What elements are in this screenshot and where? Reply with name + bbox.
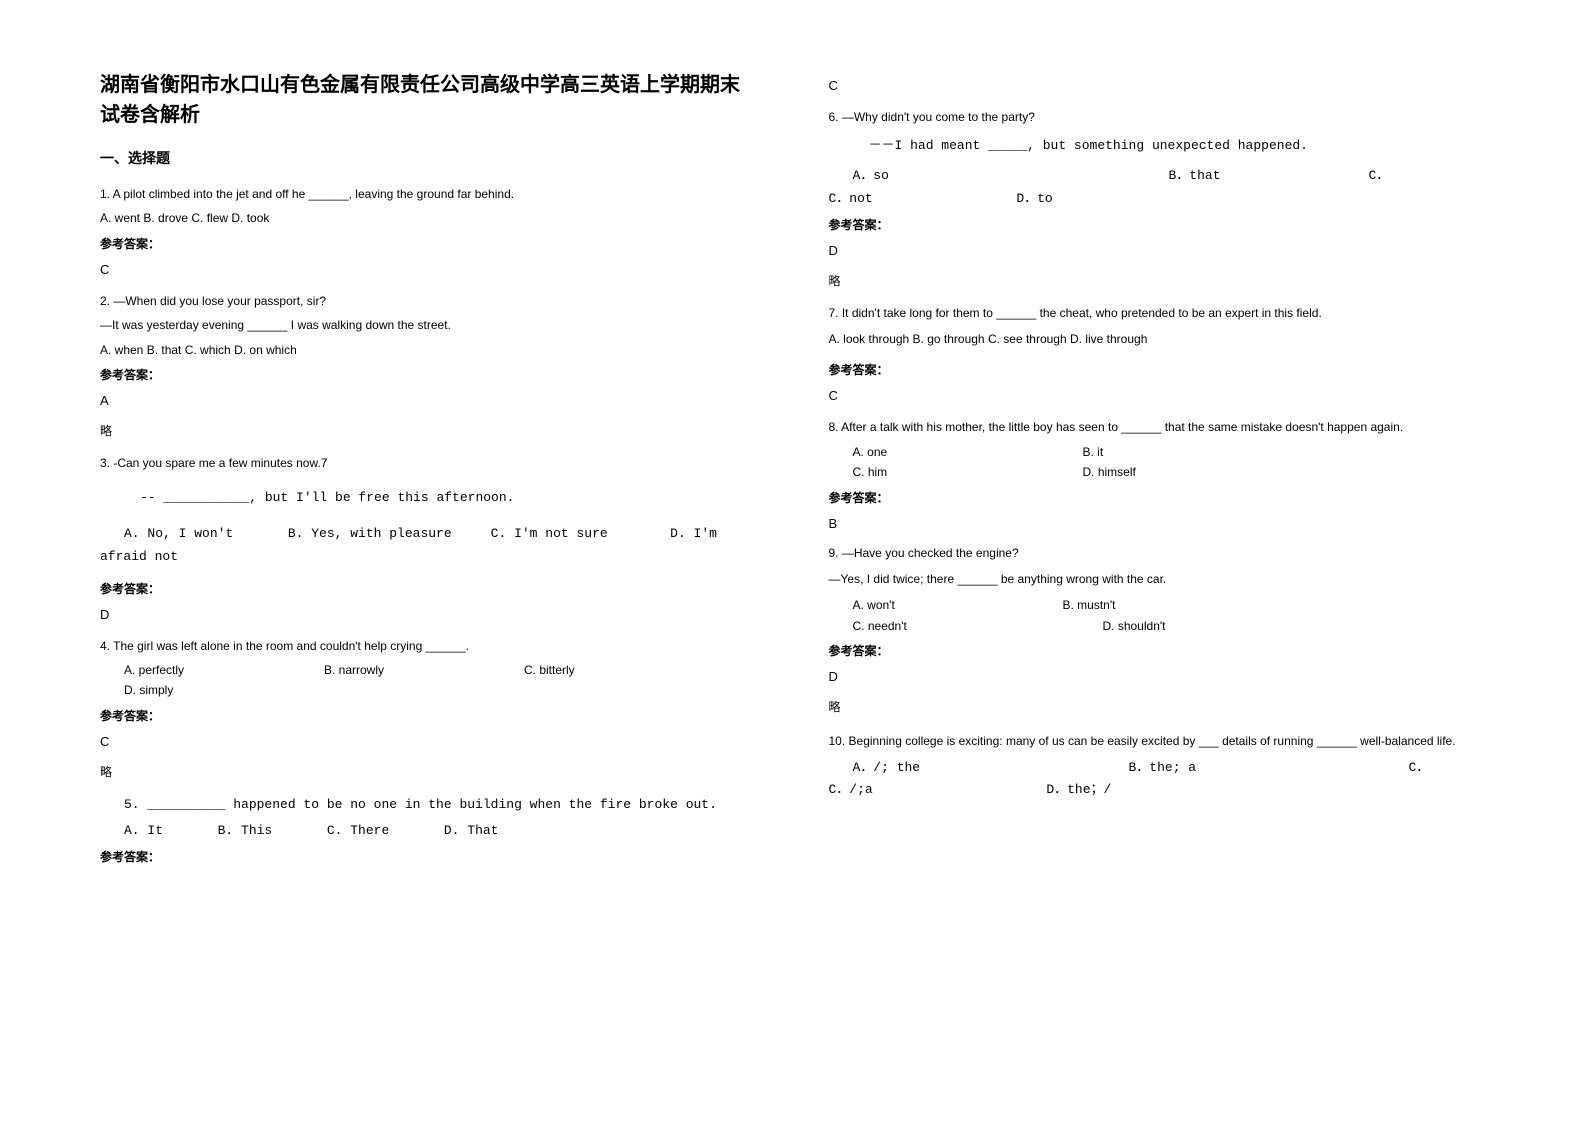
q1-options: A. went B. drove C. flew D. took xyxy=(100,208,759,228)
q4-optB: B. narrowly xyxy=(324,660,464,680)
q3-answer: D xyxy=(100,607,759,622)
q4-optC: C. bitterly xyxy=(524,660,664,680)
question-4: 4. The girl was left alone in the room a… xyxy=(100,636,759,780)
q6-optC: C．not xyxy=(829,188,1009,210)
q6-optD: D．to xyxy=(1016,191,1052,206)
q6-optA: A．so xyxy=(829,165,1169,187)
question-9: 9. —Have you checked the engine? —Yes, I… xyxy=(829,543,1488,716)
q8-answer: B xyxy=(829,516,1488,531)
q5-answer: C xyxy=(829,78,1488,93)
q8-optD: D. himself xyxy=(1083,462,1136,482)
q5-optB: B. This xyxy=(218,823,273,838)
q6-line1: 6. —Why didn't you come to the party? xyxy=(829,107,1488,127)
q8-optB: B. it xyxy=(1083,442,1253,462)
q6-optC-prefix: C． xyxy=(1369,165,1390,187)
q6-optB: B．that xyxy=(1169,165,1369,187)
q9-options: A. won't B. mustn't C. needn't D. should… xyxy=(829,595,1488,636)
q9-optC: C. needn't xyxy=(853,616,1043,636)
q6-options-row1: A．so B．that C． xyxy=(829,165,1488,187)
q1-answer: C xyxy=(100,262,759,277)
q10-options-row2: C．/;a D．the；/ xyxy=(829,779,1488,801)
document-title: 湖南省衡阳市水口山有色金属有限责任公司高级中学高三英语上学期期末试卷含解析 xyxy=(100,70,759,130)
q10-optC-prefix: C． xyxy=(1409,757,1430,779)
question-10: 10. Beginning college is exciting: many … xyxy=(829,729,1488,801)
q4-options: A. perfectly B. narrowly C. bitterly D. … xyxy=(100,660,759,701)
q9-optD: D. shouldn't xyxy=(1103,616,1166,636)
q3-answer-label: 参考答案： xyxy=(100,580,759,597)
q3-line2: -- ___________, but I'll be free this af… xyxy=(140,487,759,509)
q9-line1: 9. —Have you checked the engine? xyxy=(829,543,1488,563)
q2-note: 略 xyxy=(100,422,759,439)
q9-note: 略 xyxy=(829,698,1488,715)
q3-optB: B. Yes, with pleasure xyxy=(288,526,452,541)
q8-optC: C. him xyxy=(853,462,1023,482)
question-7: 7. It didn't take long for them to _____… xyxy=(829,303,1488,404)
q9-line2: —Yes, I did twice; there ______ be anyth… xyxy=(829,569,1488,589)
q5-text: 5. __________ happened to be no one in t… xyxy=(100,794,759,816)
q9-optA: A. won't xyxy=(853,595,1003,615)
q5-optC: C. There xyxy=(327,823,389,838)
q8-options: A. one B. it C. him D. himself xyxy=(829,442,1488,483)
right-column: C 6. —Why didn't you come to the party? … xyxy=(829,70,1488,1092)
q7-options: A. look through B. go through C. see thr… xyxy=(829,329,1488,349)
q2-answer-label: 参考答案： xyxy=(100,366,759,383)
q8-optA: A. one xyxy=(853,442,1023,462)
q6-options-row2: C．not D．to xyxy=(829,188,1488,210)
q10-optB: B．the; a xyxy=(1129,757,1409,779)
q8-text: 8. After a talk with his mother, the lit… xyxy=(829,417,1488,437)
q3-options-row: A. No, I won't B. Yes, with pleasure C. … xyxy=(100,523,759,567)
q6-answer-label: 参考答案： xyxy=(829,216,1488,233)
question-5: 5. __________ happened to be no one in t… xyxy=(100,794,759,865)
q5-options: A. It B. This C. There D. That xyxy=(100,820,759,842)
q4-answer-label: 参考答案： xyxy=(100,707,759,724)
q10-optA: A．/; the xyxy=(829,757,1129,779)
q7-text: 7. It didn't take long for them to _____… xyxy=(829,303,1488,323)
q4-answer: C xyxy=(100,734,759,749)
q4-note: 略 xyxy=(100,763,759,780)
q1-answer-label: 参考答案： xyxy=(100,235,759,252)
q9-answer-label: 参考答案： xyxy=(829,642,1488,659)
left-column: 湖南省衡阳市水口山有色金属有限责任公司高级中学高三英语上学期期末试卷含解析 一、… xyxy=(100,70,759,1092)
question-3: 3. -Can you spare me a few minutes now.7… xyxy=(100,453,759,622)
q3-optC: C. I'm not sure xyxy=(491,526,608,541)
q2-answer: A xyxy=(100,393,759,408)
q4-optA: A. perfectly xyxy=(124,660,264,680)
q6-answer: D xyxy=(829,243,1488,258)
q1-text: 1. A pilot climbed into the jet and off … xyxy=(100,184,759,204)
q5-optA: A. It xyxy=(124,823,163,838)
question-2: 2. —When did you lose your passport, sir… xyxy=(100,291,759,439)
q5-answer-label: 参考答案： xyxy=(100,848,759,865)
q8-answer-label: 参考答案： xyxy=(829,489,1488,506)
q4-optD: D. simply xyxy=(124,680,173,700)
q9-answer: D xyxy=(829,669,1488,684)
q7-answer-label: 参考答案： xyxy=(829,361,1488,378)
q10-options-row1: A．/; the B．the; a C． xyxy=(829,757,1488,779)
q2-options: A. when B. that C. which D. on which xyxy=(100,340,759,360)
question-1: 1. A pilot climbed into the jet and off … xyxy=(100,184,759,277)
q7-answer: C xyxy=(829,388,1488,403)
question-8: 8. After a talk with his mother, the lit… xyxy=(829,417,1488,530)
q2-line1: 2. —When did you lose your passport, sir… xyxy=(100,291,759,311)
q6-note: 略 xyxy=(829,272,1488,289)
q2-line2: —It was yesterday evening ______ I was w… xyxy=(100,315,759,335)
q10-optC: C．/;a xyxy=(829,779,1039,801)
q3-line1: 3. -Can you spare me a few minutes now.7 xyxy=(100,453,759,473)
q6-line2: －－I had meant _____, but something unexp… xyxy=(869,135,1488,157)
q3-optA: A. No, I won't xyxy=(100,526,233,541)
q10-optD: D．the；/ xyxy=(1046,782,1111,797)
q4-text: 4. The girl was left alone in the room a… xyxy=(100,636,759,656)
q10-text: 10. Beginning college is exciting: many … xyxy=(829,729,1488,753)
q9-optB: B. mustn't xyxy=(1063,595,1243,615)
question-6: 6. —Why didn't you come to the party? －－… xyxy=(829,107,1488,289)
q5-optD: D. That xyxy=(444,823,499,838)
section-heading: 一、选择题 xyxy=(100,148,759,168)
